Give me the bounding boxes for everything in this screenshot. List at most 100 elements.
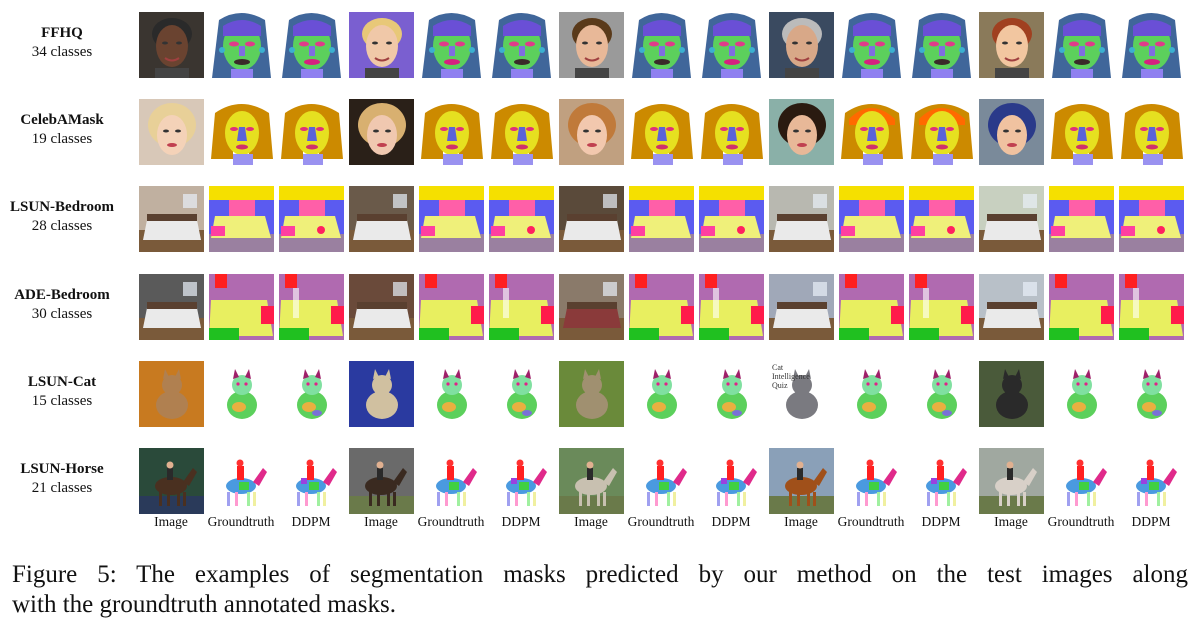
ddpm-thumbnail — [699, 361, 764, 427]
groundtruth-thumbnail — [419, 448, 484, 514]
image-thumbnail — [139, 361, 204, 427]
groundtruth-thumbnail — [1049, 12, 1114, 78]
ddpm-thumbnail — [909, 274, 974, 340]
image-thumbnail — [139, 274, 204, 340]
ddpm-thumbnail — [909, 361, 974, 427]
figure-caption: Figure 5: The examples of segmentation m… — [12, 560, 1188, 620]
ddpm-thumbnail — [909, 12, 974, 78]
groundtruth-thumbnail — [629, 186, 694, 252]
ddpm-thumbnail — [909, 448, 974, 514]
image-thumbnail — [769, 448, 834, 514]
column-label-ddpm: DDPM — [921, 514, 961, 529]
groundtruth-thumbnail — [209, 361, 274, 427]
row-lsun-cat: LSUN-Cat 15 classes Cat Intelligence Quiz — [0, 361, 1200, 429]
groundtruth-thumbnail — [839, 12, 904, 78]
groundtruth-thumbnail — [629, 99, 694, 165]
groundtruth-thumbnail — [839, 186, 904, 252]
image-thumbnail — [769, 274, 834, 340]
row-label: CelebAMask 19 classes — [0, 111, 124, 148]
groundtruth-thumbnail — [419, 274, 484, 340]
row-ade-bedroom: ADE-Bedroom 30 classes — [0, 274, 1200, 342]
image-thumbnail — [139, 99, 204, 165]
groundtruth-thumbnail — [839, 99, 904, 165]
dataset-name: LSUN-Cat — [27, 374, 97, 390]
ddpm-thumbnail — [489, 186, 554, 252]
column-label-image: Image — [784, 514, 818, 529]
image-thumbnail — [139, 186, 204, 252]
column-label-groundtruth: Groundtruth — [837, 514, 905, 529]
image-thumbnail — [559, 361, 624, 427]
image-thumbnail — [979, 274, 1044, 340]
image-thumbnail — [979, 99, 1044, 165]
image-thumbnail — [139, 448, 204, 514]
groundtruth-thumbnail — [629, 361, 694, 427]
image-thumbnail — [769, 12, 834, 78]
column-label-groundtruth: Groundtruth — [1047, 514, 1115, 529]
ddpm-thumbnail — [489, 99, 554, 165]
groundtruth-thumbnail — [419, 12, 484, 78]
image-thumbnail — [979, 361, 1044, 427]
ddpm-thumbnail — [489, 361, 554, 427]
row-label: ADE-Bedroom 30 classes — [0, 286, 124, 323]
ddpm-thumbnail — [279, 12, 344, 78]
groundtruth-thumbnail — [839, 361, 904, 427]
column-label-image: Image — [364, 514, 398, 529]
image-thumbnail — [349, 99, 414, 165]
column-label-image: Image — [154, 514, 188, 529]
groundtruth-thumbnail — [419, 361, 484, 427]
groundtruth-thumbnail — [1049, 448, 1114, 514]
ddpm-thumbnail — [699, 99, 764, 165]
ddpm-thumbnail — [279, 361, 344, 427]
groundtruth-thumbnail — [209, 274, 274, 340]
column-label-image: Image — [574, 514, 608, 529]
ddpm-thumbnail — [1119, 99, 1184, 165]
column-label-ddpm: DDPM — [1131, 514, 1171, 529]
ddpm-thumbnail — [909, 186, 974, 252]
row-ffhq: FFHQ 34 classes — [0, 12, 1200, 80]
groundtruth-thumbnail — [1049, 186, 1114, 252]
row-celebamask: CelebAMask 19 classes — [0, 99, 1200, 167]
class-count: 28 classes — [31, 218, 93, 234]
class-count: 34 classes — [31, 44, 93, 60]
column-label-groundtruth: Groundtruth — [417, 514, 485, 529]
groundtruth-thumbnail — [1049, 361, 1114, 427]
image-thumbnail — [349, 12, 414, 78]
dataset-name: LSUN-Horse — [20, 461, 104, 477]
ddpm-thumbnail — [1119, 186, 1184, 252]
dataset-name: FFHQ — [41, 25, 83, 41]
groundtruth-thumbnail — [1049, 99, 1114, 165]
image-thumbnail — [769, 99, 834, 165]
ddpm-thumbnail — [279, 274, 344, 340]
ddpm-thumbnail — [279, 99, 344, 165]
groundtruth-thumbnail — [209, 186, 274, 252]
ddpm-thumbnail — [909, 99, 974, 165]
groundtruth-thumbnail — [839, 448, 904, 514]
row-label: LSUN-Bedroom 28 classes — [0, 198, 124, 235]
class-count: 30 classes — [31, 306, 93, 322]
dataset-name: ADE-Bedroom — [14, 287, 110, 303]
class-count: 19 classes — [31, 131, 93, 147]
column-label-groundtruth: Groundtruth — [207, 514, 275, 529]
row-label: FFHQ 34 classes — [0, 24, 124, 61]
groundtruth-thumbnail — [419, 99, 484, 165]
segmentation-figure: FFHQ 34 classes CelebAMask 19 classes LSUN-B… — [0, 12, 1200, 529]
ddpm-thumbnail — [699, 186, 764, 252]
image-thumbnail — [349, 361, 414, 427]
groundtruth-thumbnail — [629, 274, 694, 340]
image-thumbnail — [349, 448, 414, 514]
row-lsun-bedroom: LSUN-Bedroom 28 classes — [0, 186, 1200, 254]
groundtruth-thumbnail — [629, 448, 694, 514]
ddpm-thumbnail — [1119, 448, 1184, 514]
dataset-name: LSUN-Bedroom — [10, 199, 114, 215]
ddpm-thumbnail — [279, 186, 344, 252]
row-label: LSUN-Horse 21 classes — [0, 460, 124, 497]
column-label-ddpm: DDPM — [291, 514, 331, 529]
groundtruth-thumbnail — [209, 448, 274, 514]
class-count: 21 classes — [31, 480, 93, 496]
groundtruth-thumbnail — [629, 12, 694, 78]
column-label-ddpm: DDPM — [501, 514, 541, 529]
image-thumbnail — [979, 12, 1044, 78]
class-count: 15 classes — [31, 393, 93, 409]
ddpm-thumbnail — [279, 448, 344, 514]
caption-line-2: with the groundtruth annotated masks. — [12, 591, 396, 618]
